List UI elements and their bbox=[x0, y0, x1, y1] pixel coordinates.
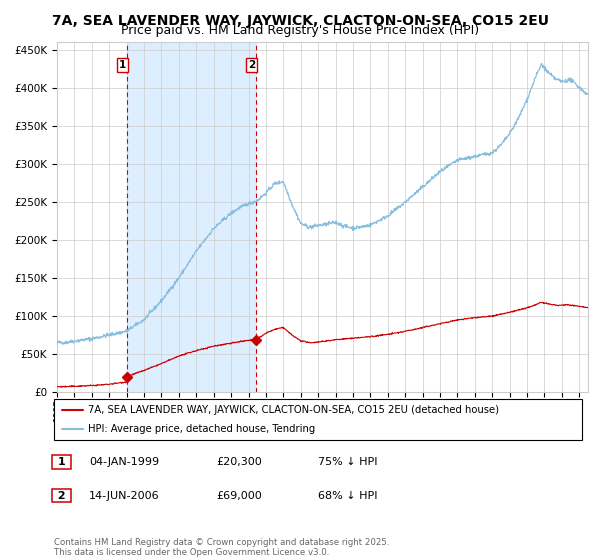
Text: 1: 1 bbox=[54, 457, 70, 467]
Bar bbox=[127, 42, 256, 392]
Text: Price paid vs. HM Land Registry's House Price Index (HPI): Price paid vs. HM Land Registry's House … bbox=[121, 24, 479, 36]
Text: £20,300: £20,300 bbox=[216, 457, 262, 467]
Text: HPI: Average price, detached house, Tendring: HPI: Average price, detached house, Tend… bbox=[88, 423, 316, 433]
Text: 1: 1 bbox=[119, 60, 127, 70]
Text: 7A, SEA LAVENDER WAY, JAYWICK, CLACTON-ON-SEA, CO15 2EU: 7A, SEA LAVENDER WAY, JAYWICK, CLACTON-O… bbox=[52, 14, 548, 28]
FancyBboxPatch shape bbox=[54, 399, 582, 440]
Text: 2: 2 bbox=[54, 491, 70, 501]
Text: 68% ↓ HPI: 68% ↓ HPI bbox=[318, 491, 377, 501]
Text: 75% ↓ HPI: 75% ↓ HPI bbox=[318, 457, 377, 467]
Text: 04-JAN-1999: 04-JAN-1999 bbox=[89, 457, 159, 467]
Text: Contains HM Land Registry data © Crown copyright and database right 2025.
This d: Contains HM Land Registry data © Crown c… bbox=[54, 538, 389, 557]
Text: 7A, SEA LAVENDER WAY, JAYWICK, CLACTON-ON-SEA, CO15 2EU (detached house): 7A, SEA LAVENDER WAY, JAYWICK, CLACTON-O… bbox=[88, 405, 499, 415]
Text: 2: 2 bbox=[248, 60, 256, 70]
Text: 14-JUN-2006: 14-JUN-2006 bbox=[89, 491, 160, 501]
Text: £69,000: £69,000 bbox=[216, 491, 262, 501]
